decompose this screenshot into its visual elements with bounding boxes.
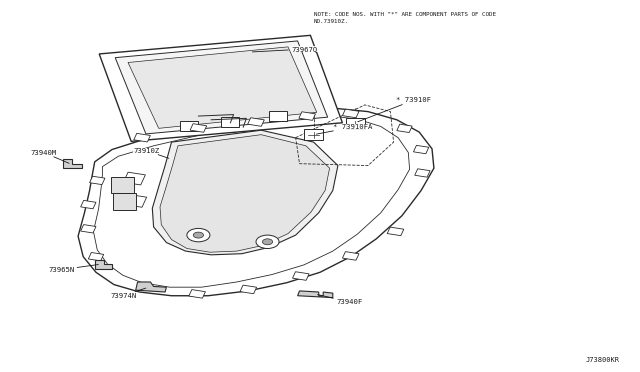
Text: 73940F: 73940F <box>317 295 362 305</box>
Polygon shape <box>342 251 359 260</box>
Polygon shape <box>415 169 430 177</box>
Polygon shape <box>269 111 287 121</box>
Polygon shape <box>111 177 134 193</box>
Text: 73910Z: 73910Z <box>133 148 169 158</box>
Polygon shape <box>115 41 328 134</box>
Text: 73940M: 73940M <box>31 150 69 163</box>
Polygon shape <box>397 124 412 132</box>
Polygon shape <box>124 172 145 185</box>
Text: 73967Q: 73967Q <box>252 46 317 52</box>
Polygon shape <box>81 225 96 233</box>
Polygon shape <box>292 272 309 280</box>
Polygon shape <box>95 260 112 269</box>
Polygon shape <box>63 159 82 168</box>
Polygon shape <box>93 116 410 287</box>
Polygon shape <box>136 282 166 292</box>
Polygon shape <box>248 118 264 126</box>
Polygon shape <box>134 133 150 142</box>
Circle shape <box>262 239 273 245</box>
Polygon shape <box>346 118 365 129</box>
Polygon shape <box>113 193 136 210</box>
Polygon shape <box>128 47 317 128</box>
Polygon shape <box>160 135 330 252</box>
Circle shape <box>187 228 210 242</box>
Text: J73800KR: J73800KR <box>586 357 620 363</box>
Polygon shape <box>152 130 338 255</box>
Polygon shape <box>99 35 342 141</box>
Text: * 73910F: * 73910F <box>358 97 431 122</box>
Polygon shape <box>81 201 96 209</box>
Polygon shape <box>298 291 333 298</box>
Polygon shape <box>240 285 257 294</box>
Polygon shape <box>90 176 105 185</box>
Polygon shape <box>78 109 434 296</box>
Polygon shape <box>125 195 147 207</box>
Circle shape <box>256 235 279 248</box>
Text: 73974N: 73974N <box>110 288 146 299</box>
Text: * 73910FA: * 73910FA <box>316 124 372 134</box>
Text: 73965N: 73965N <box>48 264 99 273</box>
Polygon shape <box>180 121 198 131</box>
Text: NOTE: CODE NOS. WITH "*" ARE COMPONENT PARTS OF CODE
NO.73910Z.: NOTE: CODE NOS. WITH "*" ARE COMPONENT P… <box>314 12 495 23</box>
Polygon shape <box>88 253 104 261</box>
Polygon shape <box>304 129 323 140</box>
Polygon shape <box>413 145 429 154</box>
Polygon shape <box>299 112 316 121</box>
Polygon shape <box>189 289 205 298</box>
Polygon shape <box>190 124 207 132</box>
Polygon shape <box>387 227 404 236</box>
Polygon shape <box>342 109 359 118</box>
Polygon shape <box>221 117 239 127</box>
Circle shape <box>193 232 204 238</box>
